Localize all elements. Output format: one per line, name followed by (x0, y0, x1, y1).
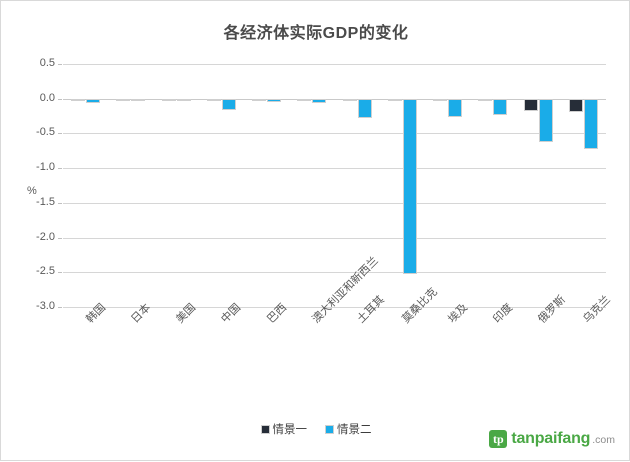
bar-scenario-2 (312, 98, 327, 103)
y-axis-label: % (27, 185, 37, 197)
y-tick-label: -0.5 (36, 126, 55, 139)
legend-item[interactable]: 情景二 (325, 421, 372, 437)
y-tick-mark (58, 64, 62, 65)
bar-scenario-1 (387, 98, 402, 102)
gridline (63, 64, 606, 65)
bar-scenario-1 (523, 98, 538, 111)
y-tick-label: -1.5 (36, 195, 55, 208)
bar-scenario-2 (176, 98, 191, 102)
gridline (63, 98, 606, 100)
bar-scenario-1 (342, 98, 357, 102)
y-tick-mark (58, 202, 62, 204)
chart-legend: 情景一 情景二 (1, 421, 630, 437)
legend-label: 情景一 (272, 424, 308, 436)
bar-scenario-1 (297, 98, 312, 102)
watermark-main-text: tanpaifang (511, 430, 591, 447)
y-tick-label: 0.0 (39, 91, 55, 104)
y-tick-mark (58, 307, 62, 308)
y-tick-label: -1.0 (36, 161, 55, 174)
y-tick-mark (58, 98, 62, 100)
plot-area (63, 64, 606, 308)
chart-title: 各经济体实际GDP的变化 (223, 25, 409, 42)
bar-scenario-2 (448, 98, 463, 117)
bar-scenario-1 (252, 98, 267, 102)
bar-scenario-1 (568, 98, 583, 112)
gridline (63, 168, 606, 170)
legend-item[interactable]: 情景一 (260, 421, 308, 437)
bar-scenario-1 (161, 98, 176, 102)
watermark: tp tanpaifang .com (489, 430, 615, 448)
y-tick-mark (58, 237, 62, 239)
watermark-logo-icon: tp (489, 430, 508, 448)
y-tick-mark (58, 133, 62, 135)
bar-scenario-2 (493, 98, 508, 115)
bar-scenario-1 (206, 98, 221, 102)
bar-scenario-2 (402, 98, 417, 274)
gridline (63, 272, 606, 274)
y-tick-label: -3.0 (36, 300, 55, 312)
watermark-suffix-text: .com (592, 434, 615, 446)
legend-label: 情景二 (337, 424, 372, 436)
bar-scenario-1 (116, 98, 131, 102)
bar-scenario-2 (86, 98, 101, 103)
bar-scenario-2 (583, 98, 598, 150)
y-tick-label: -2.0 (36, 230, 55, 243)
legend-swatch-icon (325, 425, 334, 434)
bar-scenario-2 (131, 98, 146, 102)
y-tick-label: 0.5 (39, 57, 55, 69)
y-tick-mark (58, 272, 62, 274)
bar-scenario-1 (71, 98, 86, 102)
gridline (63, 237, 606, 239)
bar-scenario-2 (221, 98, 236, 110)
bar-scenario-1 (478, 98, 493, 102)
y-tick-mark (58, 168, 62, 170)
bar-scenario-2 (538, 98, 553, 143)
y-tick-label: -2.5 (36, 265, 55, 278)
legend-swatch-icon (260, 425, 270, 434)
gridline (63, 307, 606, 308)
bar-scenario-2 (267, 98, 282, 103)
gridline (63, 133, 606, 135)
bar-scenario-1 (433, 98, 448, 102)
gridline (63, 202, 606, 204)
bar-scenario-2 (357, 98, 372, 119)
